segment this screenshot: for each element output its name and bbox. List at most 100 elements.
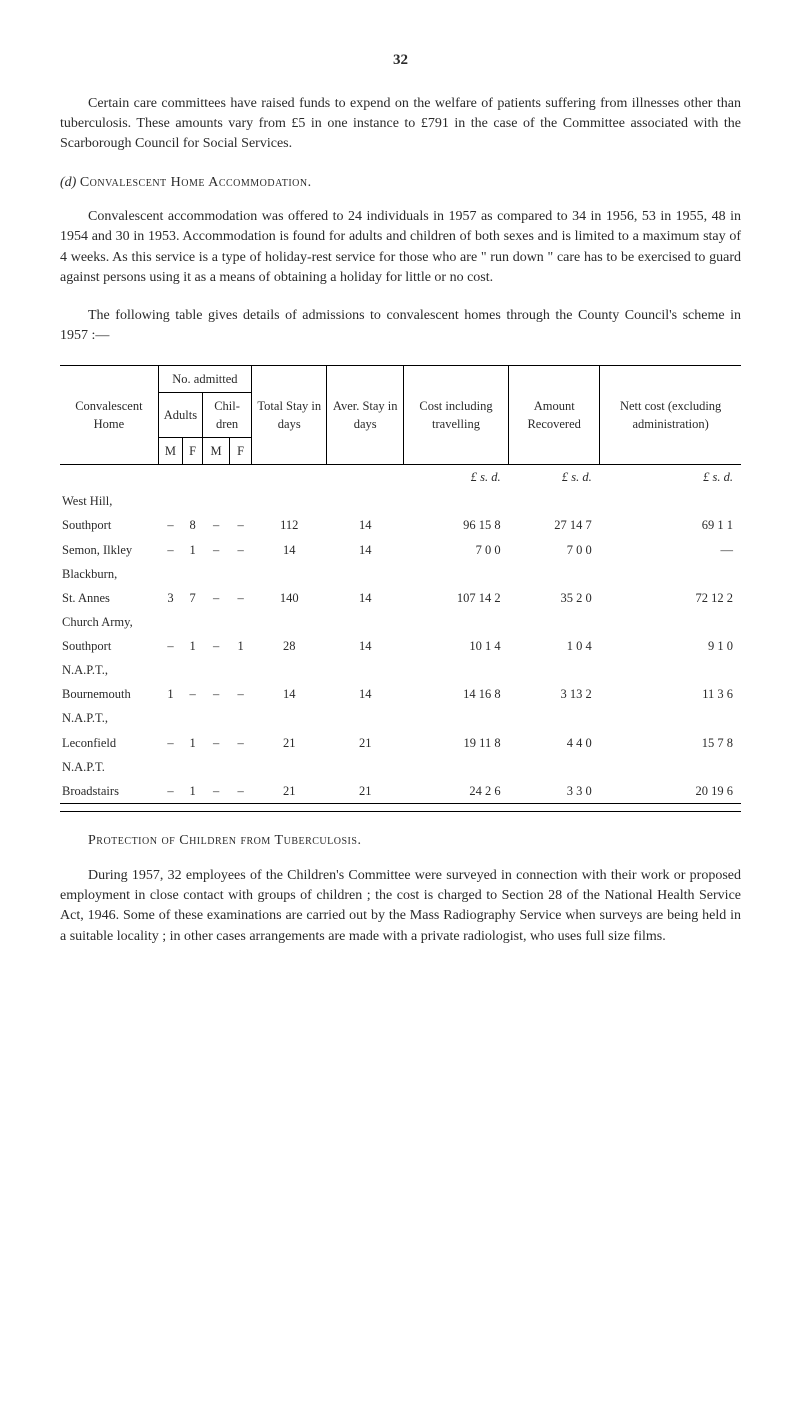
cell: 35 2 0: [509, 586, 600, 610]
home-sub: Southport: [60, 513, 158, 537]
th-children-f: F: [230, 438, 252, 465]
th-aver-stay: Aver. Stay in days: [327, 365, 403, 465]
section-protection-heading: Protection of Children from Tuberculosis…: [60, 831, 741, 851]
cell: 1 0 4: [509, 634, 600, 658]
cell: 1: [183, 634, 203, 658]
th-cost: Cost including travelling: [403, 365, 508, 465]
cell: 3 13 2: [509, 682, 600, 706]
cell: –: [158, 779, 182, 804]
th-adults: Adults: [158, 392, 202, 437]
cell: –: [158, 634, 182, 658]
cell: 3 3 0: [509, 779, 600, 804]
th-total-stay: Total Stay in days: [252, 365, 327, 465]
cell: 7 0 0: [403, 538, 508, 562]
cell: 1: [183, 779, 203, 804]
cell: —: [600, 538, 741, 562]
paragraph-table-intro: The following table gives details of adm…: [60, 306, 741, 347]
cell: 8: [183, 513, 203, 537]
table-row: Bournemouth1–––141414 16 83 13 211 3 6: [60, 682, 741, 706]
section-d-title: Convalescent Home Accommodation.: [80, 175, 312, 190]
cell: 1: [158, 682, 182, 706]
cell: 20 19 6: [600, 779, 741, 804]
home-sub: Southport: [60, 634, 158, 658]
th-no-admitted: No. admitted: [158, 365, 251, 392]
money-header-row: £ s. d. £ s. d. £ s. d.: [60, 465, 741, 490]
th-adults-f: F: [183, 438, 203, 465]
th-adults-m: M: [158, 438, 182, 465]
cell: 14 16 8: [403, 682, 508, 706]
table-row: Semon, Ilkley–1––14147 0 07 0 0—: [60, 538, 741, 562]
cell: 14: [327, 586, 403, 610]
cell: 21: [327, 731, 403, 755]
table-row: Broadstairs–1––212124 2 63 3 020 19 6: [60, 779, 741, 804]
cell: 27 14 7: [509, 513, 600, 537]
table-row: Leconfield–1––212119 11 84 4 015 7 8: [60, 731, 741, 755]
cell: –: [158, 513, 182, 537]
cell: 69 1 1: [600, 513, 741, 537]
cell: 14: [327, 634, 403, 658]
table-row: St. Annes37––14014107 14 235 2 072 12 2: [60, 586, 741, 610]
table-row: N.A.P.T.,: [60, 706, 741, 730]
cell: 21: [327, 779, 403, 804]
cell: –: [203, 538, 230, 562]
cell: 21: [252, 779, 327, 804]
cell: 14: [327, 513, 403, 537]
lsd-nett: £ s. d.: [600, 465, 741, 490]
lsd-amount: £ s. d.: [509, 465, 600, 490]
cell: –: [158, 538, 182, 562]
section-d-label: (d): [60, 175, 76, 190]
th-children-m: M: [203, 438, 230, 465]
cell: –: [230, 731, 252, 755]
home-name: Semon, Ilkley: [60, 538, 158, 562]
cell: –: [230, 538, 252, 562]
lsd-cost: £ s. d.: [403, 465, 508, 490]
paragraph-accommodation: Convalescent accommodation was offered t…: [60, 207, 741, 288]
cell: 14: [327, 538, 403, 562]
cell: 14: [327, 682, 403, 706]
cell: 24 2 6: [403, 779, 508, 804]
home-name: N.A.P.T.,: [60, 706, 741, 730]
cell: –: [230, 779, 252, 804]
th-children: Chil­dren: [203, 392, 252, 437]
cell: –: [230, 513, 252, 537]
cell: 14: [252, 682, 327, 706]
th-amount: Amount Recovered: [509, 365, 600, 465]
table-row: West Hill,: [60, 489, 741, 513]
table-row: Southport–1–1281410 1 41 0 49 1 0: [60, 634, 741, 658]
cell: 15 7 8: [600, 731, 741, 755]
home-sub: St. Annes: [60, 586, 158, 610]
cell: –: [203, 634, 230, 658]
cell: –: [203, 513, 230, 537]
cell: –: [203, 682, 230, 706]
table-row: Church Army,: [60, 610, 741, 634]
cell: 107 14 2: [403, 586, 508, 610]
cell: 21: [252, 731, 327, 755]
cell: 10 1 4: [403, 634, 508, 658]
cell: –: [183, 682, 203, 706]
cell: 4 4 0: [509, 731, 600, 755]
cell: 28: [252, 634, 327, 658]
cell: –: [203, 586, 230, 610]
cell: 3: [158, 586, 182, 610]
page-number: 32: [60, 50, 741, 72]
cell: 140: [252, 586, 327, 610]
th-conv-home: Convalescent Home: [60, 365, 158, 465]
home-sub: Leconfield: [60, 731, 158, 755]
cell: 1: [183, 538, 203, 562]
home-name: West Hill,: [60, 489, 741, 513]
cell: 1: [230, 634, 252, 658]
cell: 19 11 8: [403, 731, 508, 755]
table-row: N.A.P.T.: [60, 755, 741, 779]
table-row: Southport–8––1121496 15 827 14 769 1 1: [60, 513, 741, 537]
cell: 7 0 0: [509, 538, 600, 562]
cell: 1: [183, 731, 203, 755]
cell: 14: [252, 538, 327, 562]
section-d-heading: (d) Convalescent Home Accommodation.: [60, 173, 741, 193]
paragraph-protection: During 1957, 32 employees of the Childre…: [60, 866, 741, 947]
home-name: N.A.P.T.,: [60, 658, 741, 682]
cell: –: [203, 779, 230, 804]
home-sub: Broadstairs: [60, 779, 158, 804]
home-sub: Bournemouth: [60, 682, 158, 706]
th-nett: Nett cost (excluding admini­stration): [600, 365, 741, 465]
cell: 112: [252, 513, 327, 537]
